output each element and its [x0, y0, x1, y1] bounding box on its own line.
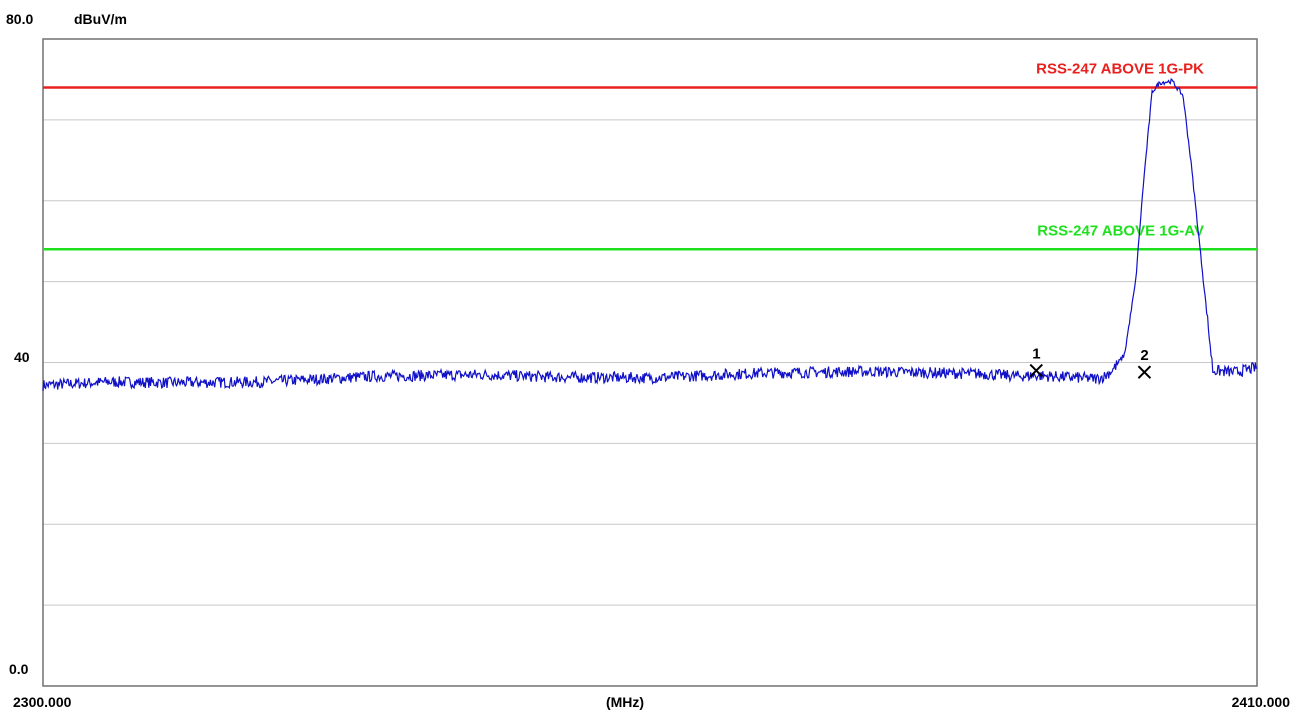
plot-frame — [42, 38, 1258, 687]
x-tick-label-right: 2410.000 — [1232, 694, 1291, 710]
y-tick-label-mid: 40 — [14, 349, 30, 365]
grid-lines — [43, 119, 1257, 606]
series-line — [42, 78, 1258, 391]
limit-line-label: RSS-247 ABOVE 1G-AV — [1037, 222, 1204, 239]
marker: 1 — [1029, 346, 1043, 378]
limit-lines: RSS-247 ABOVE 1G-PK RSS-247 ABOVE 1G-AV — [43, 61, 1257, 251]
limit-line-label: RSS-247 ABOVE 1G-PK — [1036, 61, 1204, 78]
y-tick-label-bottom: 0.0 — [9, 661, 29, 677]
y-unit-label: dBuV/m — [74, 11, 127, 27]
marker-label: 1 — [1032, 346, 1040, 363]
x-axis-label: (MHz) — [606, 694, 644, 710]
y-tick-label-top: 80.0 — [6, 11, 33, 27]
marker: 2 — [1137, 347, 1152, 379]
x-tick-label-left: 2300.000 — [13, 694, 72, 710]
marker-cross-icon — [1029, 363, 1043, 378]
marker-cross-icon — [1137, 365, 1152, 379]
marker-label: 2 — [1140, 347, 1148, 364]
